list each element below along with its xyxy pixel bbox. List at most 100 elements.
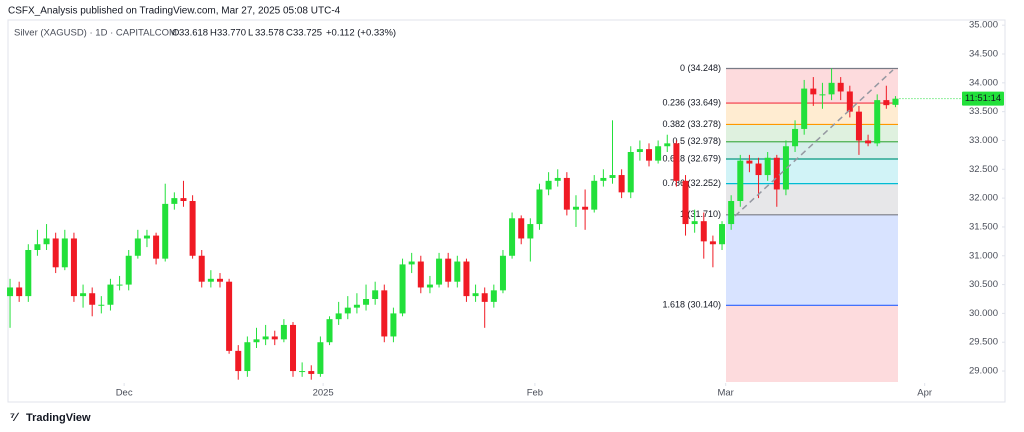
fib-label: 1 (31.710) [680, 209, 721, 219]
candle-body [563, 177, 570, 210]
fib-zone [726, 305, 898, 382]
candle-body [545, 180, 552, 190]
fib-label: 0.618 (32.679) [662, 153, 721, 163]
candle-body [819, 94, 826, 96]
candle-body [792, 128, 799, 147]
candle-body [216, 278, 223, 282]
fib-label: 0.786 (32.252) [662, 178, 721, 188]
candle-body [207, 278, 214, 282]
ohlc-key: C [286, 28, 293, 39]
ohlc-key: O [172, 28, 179, 39]
y-tick-label: 30.500 [969, 279, 998, 290]
publisher: CSFX_Analysis published on TradingView.c… [8, 6, 341, 17]
candle-body [728, 201, 735, 225]
candle-body [363, 298, 370, 305]
candle-body [755, 163, 762, 176]
fib-zone [726, 103, 898, 125]
footer-logo: ⁷∕ [10, 410, 20, 424]
candle-body [664, 143, 671, 147]
candle-body [417, 261, 424, 288]
candle-body [865, 140, 872, 144]
candle-body [390, 313, 397, 337]
fib-zone [726, 158, 898, 184]
y-tick-label: 29.000 [969, 366, 998, 377]
candle-body [235, 350, 242, 372]
x-tick-label: 2025 [313, 388, 334, 399]
candle-body [782, 146, 789, 190]
candle-body [627, 152, 634, 193]
candle-body [271, 336, 278, 340]
candle-body [107, 284, 114, 305]
ohlc-value: 33.770 [217, 28, 246, 39]
y-tick-label: 30.000 [969, 308, 998, 319]
candle-body [691, 221, 698, 225]
fib-label: 0 (34.248) [680, 63, 721, 73]
candle-body [463, 261, 470, 297]
candle-body [43, 238, 50, 245]
candle-body [198, 255, 205, 282]
candle-body [189, 201, 196, 256]
candle-body [746, 160, 753, 164]
candle-body [518, 218, 525, 239]
fib-label: 0.5 (32.978) [672, 136, 721, 146]
candle-body [454, 261, 461, 282]
ohlc-value: 33.618 [179, 28, 208, 39]
ohlc-key: H [210, 28, 217, 39]
candle-body [719, 224, 726, 245]
countdown: 11:51:14 [965, 93, 1001, 104]
candle-body [16, 287, 23, 297]
candle-body [226, 281, 233, 351]
plot-area: 35.000 34.500 34.000 33.500 33.000 32.500 32.0… [7, 20, 1005, 399]
candle-body [490, 290, 497, 302]
candle-body [828, 82, 835, 95]
ohlc-value: 33.725 [293, 28, 322, 39]
candle-body [837, 82, 844, 92]
y-tick-label: 33.000 [969, 135, 998, 146]
candle-body [180, 198, 187, 201]
candle-body [673, 143, 680, 181]
ohlc-legend: O 33.618 H 33.770 L 33.578 C 33.725 +0.112 (+0.3… [172, 28, 396, 39]
x-tick-label: Feb [527, 388, 543, 399]
candle-body [636, 149, 643, 153]
chart-frame [7, 19, 1006, 403]
candle-body [472, 293, 479, 297]
candle-body [253, 339, 260, 343]
candle-body [709, 241, 716, 245]
candle-body [536, 189, 543, 225]
candle-body [810, 88, 817, 95]
x-tick-label: Dec [116, 388, 133, 399]
ohlc-change: +0.112 (+0.33%) [326, 28, 396, 39]
candle-body [892, 98, 899, 105]
candle-body [408, 261, 415, 265]
candle-body [874, 100, 881, 144]
candle-body [98, 304, 105, 306]
candle-body [125, 255, 132, 285]
candle-body [317, 342, 324, 374]
candle-body [399, 264, 406, 314]
candle-body [646, 149, 653, 161]
x-tick-label: Mar [717, 388, 733, 399]
candle-body [280, 324, 287, 340]
candle-body [116, 284, 123, 286]
fib-zone [726, 141, 898, 159]
y-tick-label: 32.500 [969, 164, 998, 175]
candle-body [445, 258, 452, 282]
candle-body [52, 238, 59, 268]
candle-body [34, 244, 41, 250]
fib-zone [726, 214, 898, 306]
candle-body [344, 307, 351, 314]
candle-body [582, 206, 589, 210]
fib-zone [726, 68, 898, 104]
candle-body [153, 235, 160, 259]
candle-body [61, 238, 68, 268]
candle-body [618, 175, 625, 193]
symbol: Silver (XAGUSD) · 1D · CAPITALCOM [14, 28, 177, 39]
candle-body [7, 287, 14, 297]
candle-body [499, 255, 506, 291]
fib-label: 0.382 (33.278) [662, 119, 721, 129]
candle-body [143, 235, 150, 239]
candle-body [25, 249, 32, 297]
candle-body [134, 238, 141, 256]
